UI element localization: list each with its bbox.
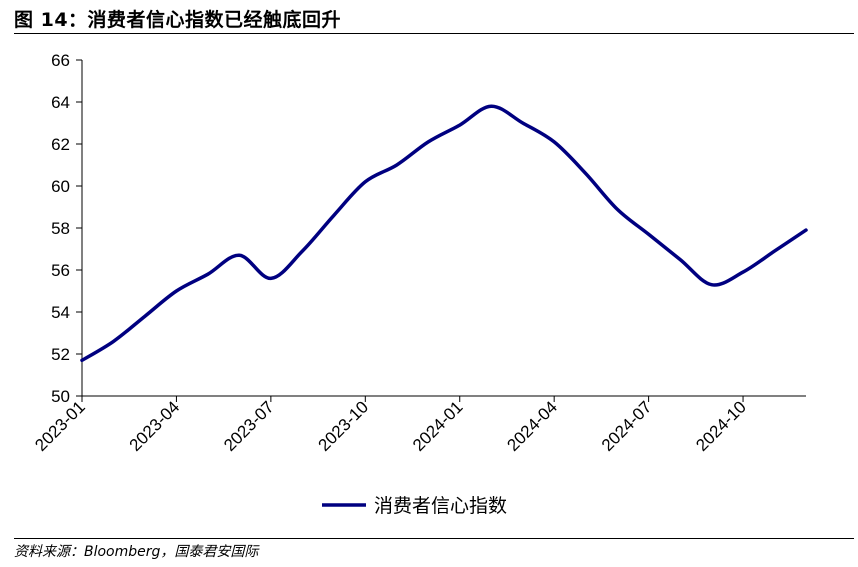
source-rule [14, 538, 854, 539]
x-axis: 2023-01 2023-04 2023-07 2023-10 2024-01 2024-… [31, 395, 806, 455]
y-tick-label: 62 [51, 135, 70, 154]
source-note: 资料来源：Bloomberg，国泰君安国际 [14, 544, 259, 560]
y-tick-label: 54 [51, 303, 70, 322]
x-tick-label: 2023-10 [315, 397, 373, 455]
x-tick-label: 2024-04 [503, 397, 561, 455]
y-axis: 50 52 54 56 58 60 62 64 66 [51, 51, 83, 406]
y-tick-label: 50 [51, 387, 70, 406]
x-tick-label: 2023-04 [126, 397, 184, 455]
y-tick-label: 52 [51, 345, 70, 364]
figure-title: 图 14：消费者信心指数已经触底回升 [14, 9, 342, 31]
y-tick-label: 58 [51, 219, 70, 238]
series-line-consumer-confidence [80, 104, 808, 363]
legend-label: 消费者信心指数 [374, 495, 507, 517]
x-tick-label: 2024-07 [598, 397, 656, 455]
y-tick-label: 56 [51, 261, 70, 280]
y-tick-label: 64 [51, 93, 70, 112]
x-tick-label: 2023-01 [31, 397, 89, 455]
legend: 消费者信心指数 [322, 495, 507, 517]
series-layer [80, 104, 808, 363]
title-rule [14, 33, 854, 34]
y-tick-label: 66 [51, 51, 70, 70]
x-tick-label: 2024-10 [692, 397, 750, 455]
x-tick-label: 2023-07 [220, 397, 278, 455]
y-tick-label: 60 [51, 177, 70, 196]
x-tick-label: 2024-01 [409, 397, 467, 455]
